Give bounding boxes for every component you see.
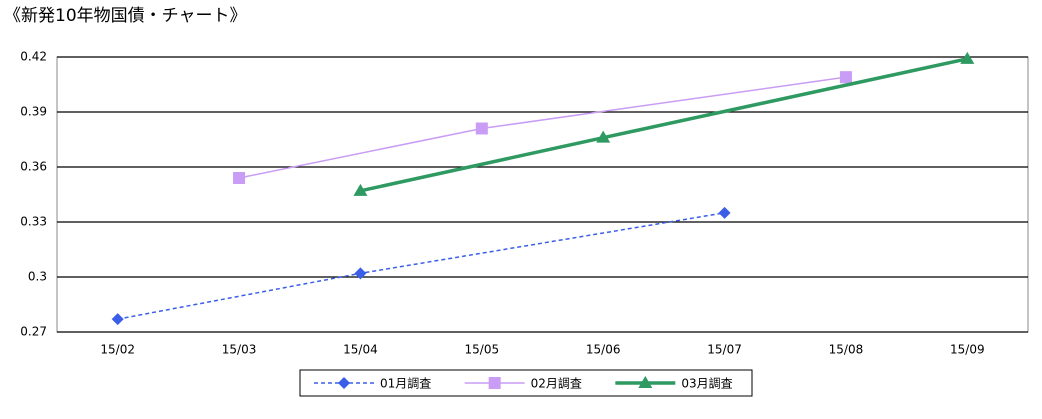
y-tick-label: 0.36: [20, 160, 47, 174]
marker: [475, 122, 488, 135]
y-tick-label: 0.42: [20, 50, 47, 64]
y-tick-label: 0.39: [20, 105, 47, 119]
x-tick-label: 15/04: [343, 343, 378, 357]
series-line: [117, 212, 725, 320]
marker: [839, 71, 852, 84]
legend-label: 01月調査: [380, 377, 431, 391]
x-tick-label: 15/03: [222, 343, 257, 357]
x-tick-label: 15/02: [100, 343, 135, 357]
plot-frame: [56, 56, 1029, 333]
legend-label: 03月調査: [681, 377, 732, 391]
marker: [960, 51, 975, 64]
series-line: [238, 76, 847, 179]
series-line: [360, 57, 968, 193]
y-tick-label: 0.3: [28, 270, 47, 284]
x-tick-label: 15/06: [586, 343, 621, 357]
marker: [718, 206, 731, 219]
marker: [233, 172, 246, 184]
x-tick-label: 15/05: [465, 343, 500, 357]
chart-title: 《新発10年物国債・チャート》: [4, 6, 246, 26]
marker: [111, 313, 124, 326]
legend-marker: [638, 376, 653, 388]
legend-label: 02月調査: [531, 377, 582, 391]
x-tick-label: 15/08: [829, 343, 864, 357]
y-tick-label: 0.33: [20, 215, 47, 229]
x-tick-label: 15/07: [707, 343, 742, 357]
legend-marker: [338, 377, 350, 389]
y-tick-label: 0.27: [20, 325, 47, 339]
marker: [353, 183, 368, 196]
marker: [354, 267, 367, 280]
marker: [596, 130, 611, 143]
legend-box: [299, 369, 753, 397]
legend-marker: [488, 377, 501, 389]
x-tick-label: 15/09: [950, 343, 985, 357]
